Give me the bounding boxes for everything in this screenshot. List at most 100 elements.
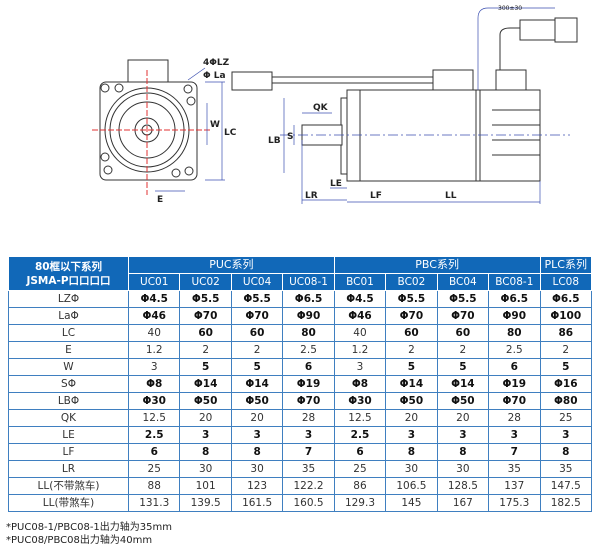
cell: 1.2 <box>127 341 181 359</box>
model-header: UC08-1 <box>282 273 335 291</box>
cell: 2 <box>539 341 592 359</box>
cell: Φ70 <box>436 307 490 325</box>
cell: Φ100 <box>539 307 592 325</box>
corner-line-2: JSMA-P口口口口 <box>26 274 111 287</box>
cell: 145 <box>385 494 438 512</box>
cell: 86 <box>539 324 592 342</box>
cell: 128.5 <box>436 477 490 495</box>
note-2: *PUC08/PBC08出力轴为40mm <box>6 535 153 546</box>
cell: 8 <box>436 443 490 461</box>
table-row: LE 2.5 3 3 3 2.5 3 3 3 3 <box>8 426 592 444</box>
cell: 20 <box>230 409 284 427</box>
table-row: LR 25 30 30 35 25 30 30 35 35 <box>8 460 592 478</box>
cell: Φ70 <box>179 307 232 325</box>
cell: 12.5 <box>127 409 181 427</box>
cable-length-label: 300±30 <box>498 5 522 12</box>
cell: 25 <box>127 460 181 478</box>
row-label: LF <box>8 443 129 461</box>
model-header: UC01 <box>127 273 181 291</box>
lc-label: LC <box>224 128 237 138</box>
cell: 3 <box>539 426 592 444</box>
row-label: LaΦ <box>8 307 129 325</box>
cell: 5 <box>385 358 438 376</box>
row-label: QK <box>8 409 129 427</box>
cell: Φ70 <box>385 307 438 325</box>
cell: 2 <box>230 341 284 359</box>
group-header: PBC系列 <box>333 256 541 274</box>
cell: 2 <box>385 341 438 359</box>
cell: 2.5 <box>333 426 387 444</box>
group-header: PLC系列 <box>539 256 592 274</box>
model-header: BC04 <box>436 273 490 291</box>
table-row: LZΦ Φ4.5 Φ5.5 Φ5.5 Φ6.5 Φ4.5 Φ5.5 Φ5.5 Φ6.5 Φ6.5 <box>8 290 592 308</box>
le-label: LE <box>330 179 342 189</box>
cell: 35 <box>539 460 592 478</box>
cell: 30 <box>436 460 490 478</box>
row-label: LE <box>8 426 129 444</box>
cell: 131.3 <box>127 494 181 512</box>
cell: 2 <box>179 341 232 359</box>
cell: 7 <box>282 443 335 461</box>
cell: Φ30 <box>127 392 181 410</box>
cell: Φ46 <box>333 307 387 325</box>
cell: 123 <box>230 477 284 495</box>
table-row: SΦ Φ8 Φ14 Φ14 Φ19 Φ8 Φ14 Φ14 Φ19 Φ16 <box>8 375 592 393</box>
row-label: LBΦ <box>8 392 129 410</box>
cell: 6 <box>282 358 335 376</box>
cell: 30 <box>179 460 232 478</box>
group-header: PUC系列 <box>128 256 335 274</box>
model-header: LC08 <box>539 273 592 291</box>
cell: 20 <box>179 409 232 427</box>
cell: 25 <box>333 460 387 478</box>
cell: Φ5.5 <box>436 290 490 308</box>
row-label: LR <box>8 460 129 478</box>
cell: Φ90 <box>282 307 335 325</box>
cell: Φ30 <box>333 392 387 410</box>
cell: 5 <box>539 358 592 376</box>
cell: 2 <box>436 341 490 359</box>
lz-label: 4ΦLZ <box>203 58 230 68</box>
model-header: UC02 <box>179 273 232 291</box>
cell: 5 <box>436 358 490 376</box>
cell: Φ5.5 <box>179 290 232 308</box>
notes: *PUC08-1/PBC08-1出力轴为35mm *PUC08/PBC08出力轴… <box>6 521 172 547</box>
cell: Φ50 <box>179 392 232 410</box>
cell: 160.5 <box>282 494 335 512</box>
ll-label: LL <box>445 191 457 201</box>
cell: Φ6.5 <box>282 290 335 308</box>
cell: Φ70 <box>488 392 541 410</box>
model-header: BC01 <box>333 273 387 291</box>
cell: 8 <box>539 443 592 461</box>
side-view <box>231 7 578 204</box>
cell: Φ50 <box>230 392 284 410</box>
corner-line-1: 80框以下系列 <box>34 260 103 273</box>
la-label: Φ La <box>203 71 226 81</box>
row-label: LL(不带煞车) <box>8 477 129 495</box>
cell: 106.5 <box>385 477 438 495</box>
cell: Φ6.5 <box>539 290 592 308</box>
cell: 60 <box>230 324 284 342</box>
table-row: LL(带煞车) 131.3 139.5 161.5 160.5 129.3 145 167 17… <box>8 494 592 512</box>
cell: 182.5 <box>539 494 592 512</box>
cell: Φ14 <box>385 375 438 393</box>
cell: Φ50 <box>436 392 490 410</box>
s-label: S <box>287 132 293 142</box>
lf-label: LF <box>370 191 382 201</box>
cell: Φ4.5 <box>333 290 387 308</box>
cell: 8 <box>230 443 284 461</box>
cell: 60 <box>385 324 438 342</box>
cell: 101 <box>179 477 232 495</box>
cell: Φ8 <box>127 375 181 393</box>
cell: 40 <box>333 324 387 342</box>
cell: 80 <box>282 324 335 342</box>
table-row: LBΦ Φ30 Φ50 Φ50 Φ70 Φ30 Φ50 Φ50 Φ70 Φ80 <box>8 392 592 410</box>
cell: 60 <box>179 324 232 342</box>
cell: 7 <box>488 443 541 461</box>
row-label: E <box>8 341 129 359</box>
cell: 3 <box>179 426 232 444</box>
cell: 3 <box>385 426 438 444</box>
cell: 5 <box>230 358 284 376</box>
cell: 139.5 <box>179 494 232 512</box>
header-row-groups: 80框以下系列 JSMA-P口口口口 PUC系列 PBC系列 PLC系列 <box>8 256 592 291</box>
